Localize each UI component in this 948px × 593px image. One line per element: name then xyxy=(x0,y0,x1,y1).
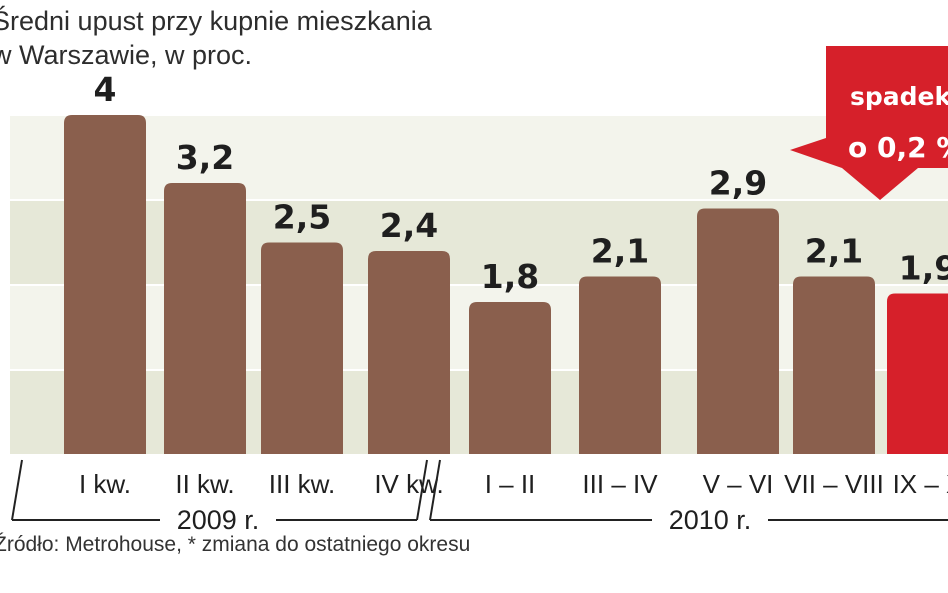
group-label: 2010 r. xyxy=(669,505,752,535)
bar-value-label: 2,1 xyxy=(805,232,863,271)
grid-band xyxy=(10,115,948,200)
title-line-2: w Warszawie, w proc. xyxy=(0,40,253,70)
bar-value-label: 1,9 xyxy=(899,249,948,288)
group-label: 2009 r. xyxy=(177,505,260,535)
group-bracket-tick xyxy=(416,459,428,521)
source-note: Źródło: Metrohouse, * zmiana do ostatnie… xyxy=(0,533,471,556)
bar xyxy=(164,183,246,455)
bar-value-label: 2,5 xyxy=(273,198,331,237)
bar xyxy=(793,276,875,455)
category-label: I kw. xyxy=(79,469,131,499)
title-line-1: Średni upust przy kupnie mieszkania xyxy=(0,6,432,36)
category-label: I – II xyxy=(485,469,536,499)
category-label: II kw. xyxy=(175,469,234,499)
bar xyxy=(368,251,450,455)
bar xyxy=(469,302,551,455)
badge-text-line-1: spadek* xyxy=(850,82,948,111)
bar-value-label: 1,8 xyxy=(481,257,539,296)
category-label: IV kw. xyxy=(374,469,443,499)
category-label: IX – X xyxy=(893,469,948,499)
bar xyxy=(887,293,948,455)
category-label: III – IV xyxy=(582,469,658,499)
chart-title: Średni upust przy kupnie mieszkania w Wa… xyxy=(0,4,512,72)
decrease-arrow-badge xyxy=(790,46,948,200)
bar-value-label: 4 xyxy=(94,70,117,109)
badge-text-line-2: o 0,2 % xyxy=(848,131,948,164)
category-label: III kw. xyxy=(269,469,335,499)
bar-value-label: 3,2 xyxy=(176,138,234,177)
group-bracket-tick xyxy=(429,459,441,521)
bar-value-label: 2,9 xyxy=(709,164,767,203)
bar-value-label: 2,1 xyxy=(591,232,649,271)
bar-value-label: 2,4 xyxy=(380,206,438,245)
category-label: V – VI xyxy=(703,469,774,499)
category-label: VII – VIII xyxy=(784,469,884,499)
bar xyxy=(697,208,779,455)
bar xyxy=(261,242,343,455)
bar xyxy=(579,276,661,455)
group-bracket-tick xyxy=(11,459,23,521)
bar xyxy=(64,115,146,455)
